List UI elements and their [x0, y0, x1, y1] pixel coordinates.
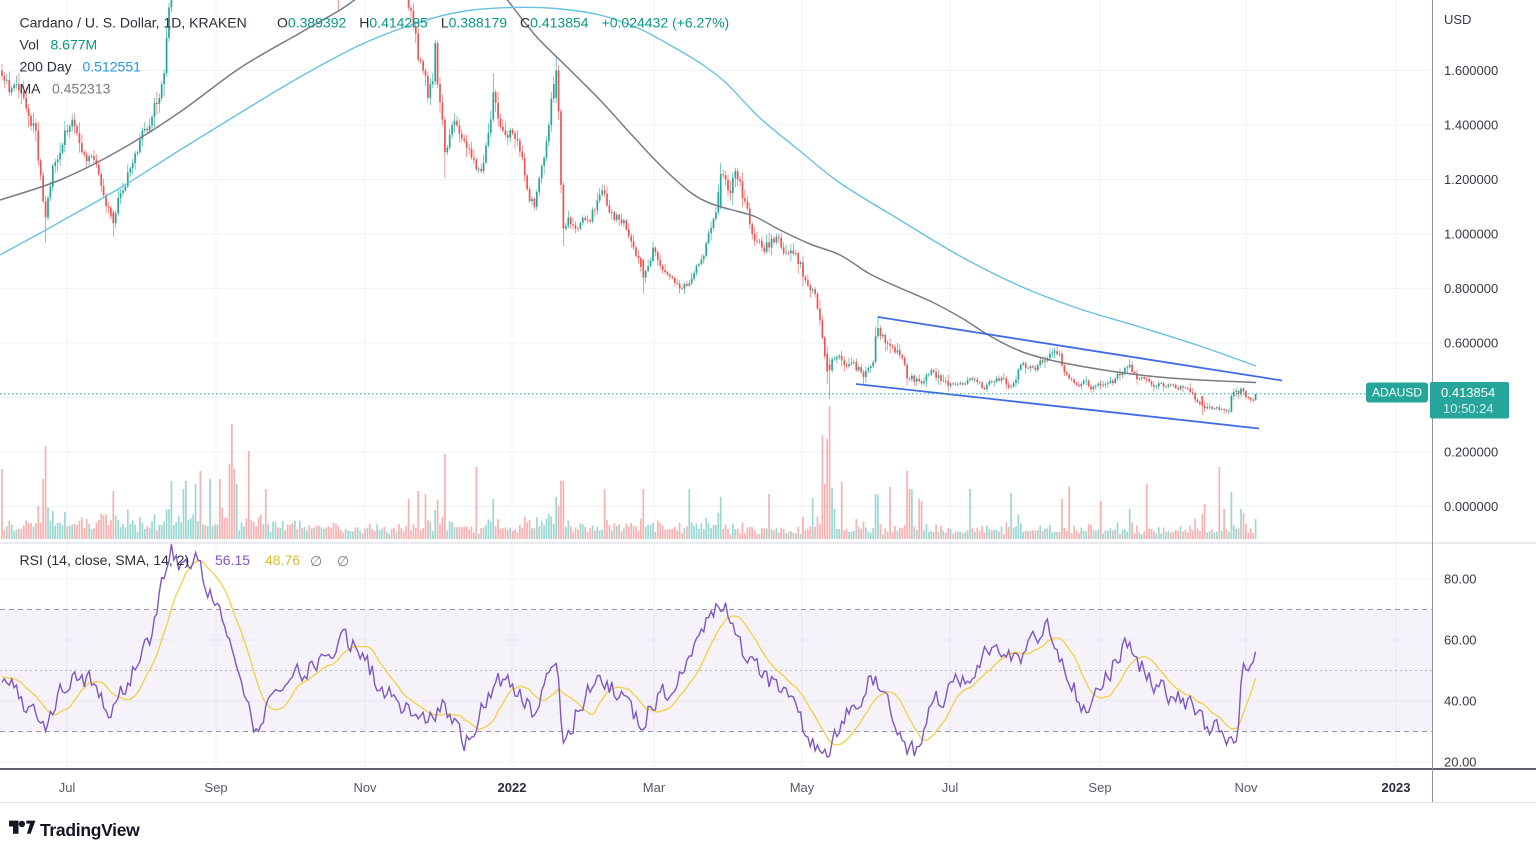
svg-text:2022: 2022: [498, 780, 527, 795]
svg-text:20.00: 20.00: [1444, 755, 1477, 770]
svg-text:TradingView: TradingView: [40, 820, 140, 840]
svg-text:200 Day: 200 Day: [20, 59, 72, 75]
svg-text:∅: ∅: [310, 553, 322, 569]
svg-text:0.800000: 0.800000: [1444, 281, 1498, 296]
svg-text:1.200000: 1.200000: [1444, 172, 1498, 187]
svg-text:Vol: Vol: [20, 37, 39, 53]
svg-text:May: May: [790, 780, 815, 795]
svg-text:Sep: Sep: [204, 780, 227, 795]
svg-text:RSI (14, close, SMA, 14, 2): RSI (14, close, SMA, 14, 2): [20, 552, 190, 568]
svg-text:1.000000: 1.000000: [1444, 227, 1498, 242]
svg-text:Nov: Nov: [353, 780, 377, 795]
svg-text:0.413854: 0.413854: [1441, 385, 1495, 400]
svg-text:∅: ∅: [337, 553, 349, 569]
svg-text:MA: MA: [20, 81, 42, 97]
svg-text:80.00: 80.00: [1444, 572, 1477, 587]
svg-text:Jul: Jul: [942, 780, 959, 795]
svg-text:40.00: 40.00: [1444, 694, 1477, 709]
svg-text:Jul: Jul: [59, 780, 76, 795]
svg-text:0.200000: 0.200000: [1444, 445, 1498, 460]
svg-text:0.600000: 0.600000: [1444, 336, 1498, 351]
svg-text:0.000000: 0.000000: [1444, 499, 1498, 514]
svg-text:Cardano / U. S. Dollar, 1D, KR: Cardano / U. S. Dollar, 1D, KRAKEN: [20, 15, 247, 31]
svg-text:Nov: Nov: [1234, 780, 1258, 795]
svg-text:56.15: 56.15: [215, 552, 250, 568]
svg-text:8.677M: 8.677M: [51, 37, 98, 53]
svg-text:Sep: Sep: [1088, 780, 1111, 795]
svg-text:ADAUSD: ADAUSD: [1372, 386, 1422, 400]
svg-text:60.00: 60.00: [1444, 633, 1477, 648]
svg-text:48.76: 48.76: [265, 552, 300, 568]
svg-text:1.400000: 1.400000: [1444, 118, 1498, 133]
svg-text:1.600000: 1.600000: [1444, 63, 1498, 78]
svg-text:0.452313: 0.452313: [52, 81, 111, 97]
svg-text:10:50:24: 10:50:24: [1443, 401, 1494, 416]
svg-text:USD: USD: [1444, 12, 1471, 27]
svg-text:2023: 2023: [1382, 780, 1411, 795]
svg-text:0.512551: 0.512551: [83, 59, 142, 75]
svg-text:Mar: Mar: [643, 780, 666, 795]
